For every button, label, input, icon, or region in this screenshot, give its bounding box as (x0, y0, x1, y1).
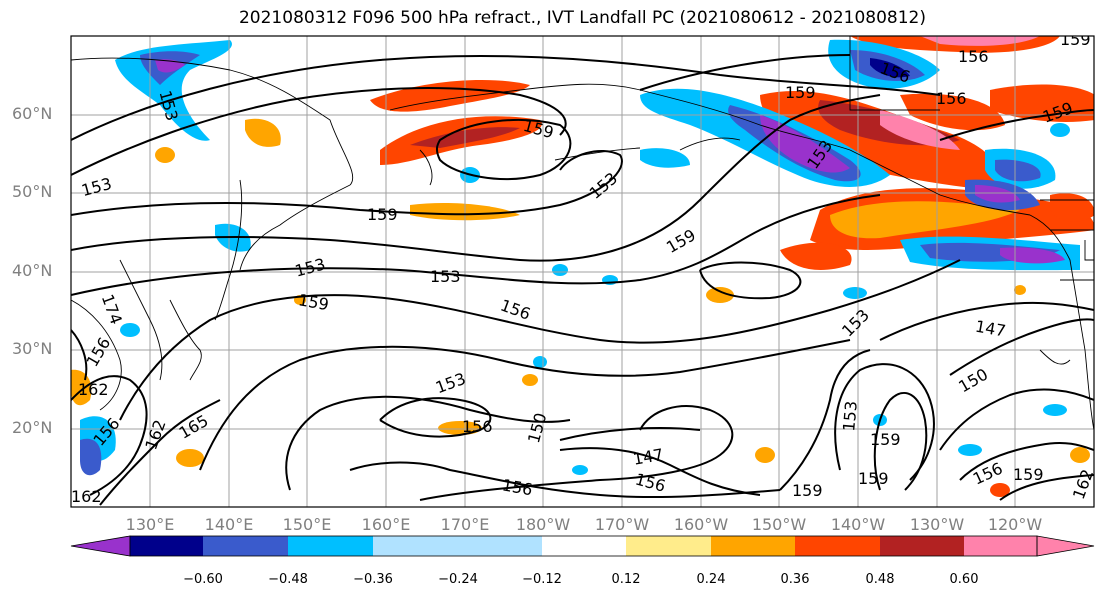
lon-label: 160°W (673, 515, 729, 534)
colorbar-swatch (880, 536, 964, 556)
contour-label: 159 (858, 469, 889, 488)
contour-label: 159 (1060, 30, 1091, 49)
colorbar-tick-label: 0.24 (696, 572, 726, 587)
contour-label: 162 (78, 380, 109, 399)
colorbar-swatch (130, 536, 203, 556)
colorbar-tick-label: −0.12 (522, 572, 562, 587)
contour-label: 153 (839, 400, 861, 432)
colorbar-tick-label: −0.36 (353, 572, 393, 587)
lat-label: 30°N (12, 339, 53, 358)
shading-layer (71, 36, 1094, 497)
colorbar-max-arrow (1036, 535, 1095, 557)
lon-label: 140°W (830, 515, 886, 534)
lat-label: 40°N (12, 261, 53, 280)
contour-label: 159 (870, 430, 901, 449)
contour-label: 159 (785, 83, 816, 102)
contour-label: 159 (367, 205, 398, 224)
lon-label: 170°W (594, 515, 650, 534)
lon-label: 120°W (987, 515, 1043, 534)
colorbar-swatch (288, 536, 373, 556)
map-title: 2021080312 F096 500 hPa refract., IVT La… (238, 8, 926, 28)
contour-label: 159 (1013, 465, 1044, 484)
colorbar-swatch (626, 536, 711, 556)
colorbar-swatch (711, 536, 795, 556)
lat-label: 50°N (12, 182, 53, 201)
colorbar-tick-label: −0.60 (183, 572, 223, 587)
contour-label: 159 (792, 481, 823, 500)
lon-label: 140°E (204, 515, 254, 534)
colorbar-swatch (964, 536, 1037, 556)
lon-label: 130°E (125, 515, 175, 534)
colorbar-swatch (542, 536, 626, 556)
lon-label: 170°E (440, 515, 490, 534)
colorbar-swatch (373, 536, 458, 556)
contour-label: 162 (71, 487, 102, 506)
lon-label: 180°W (515, 515, 571, 534)
contour-lines (71, 54, 1094, 506)
colorbar-swatch (458, 536, 542, 556)
lat-label: 20°N (12, 418, 53, 437)
colorbar (70, 535, 1095, 557)
colorbar-swatch (795, 536, 880, 556)
colorbar-tick-label: 0.48 (865, 572, 895, 587)
colorbar-min-arrow (70, 535, 131, 557)
lon-label: 130°W (909, 515, 965, 534)
contour-label: 156 (462, 417, 493, 436)
lat-label: 60°N (12, 104, 53, 123)
colorbar-tick-label: −0.24 (438, 572, 478, 587)
lon-label: 150°W (751, 515, 807, 534)
lon-label: 160°E (361, 515, 411, 534)
contour-label: 156 (936, 89, 967, 108)
lon-label: 150°E (282, 515, 332, 534)
colorbar-swatch (203, 536, 288, 556)
colorbar-tick-label: 0.60 (949, 572, 979, 587)
coastlines (71, 36, 1094, 431)
colorbar-tick-label: 0.36 (780, 572, 810, 587)
colorbar-tick-label: −0.48 (268, 572, 308, 587)
contour-label: 153 (430, 267, 461, 286)
colorbar-tick-label: 0.12 (611, 572, 641, 587)
contour-label: 156 (958, 47, 989, 66)
